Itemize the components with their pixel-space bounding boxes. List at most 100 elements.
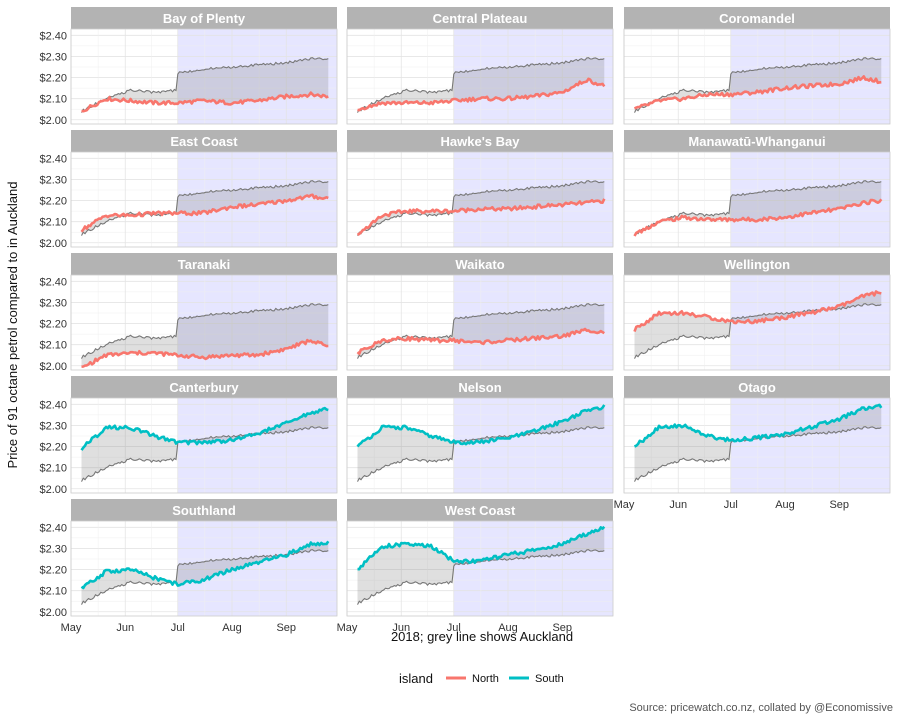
shaded-period	[730, 398, 890, 493]
x-tick-label: Jun	[392, 622, 410, 634]
series-line-wellington	[633, 290, 882, 333]
x-tick-label: May	[614, 499, 635, 511]
y-tick-label: $2.30	[39, 51, 67, 63]
panel-background	[347, 521, 613, 616]
shaded-period	[177, 521, 337, 616]
strip-label-canterbury: Canterbury	[169, 380, 239, 395]
strip-hawke-s-bay	[347, 130, 613, 152]
panel-southland: Southland $2.00 $2.10 $2.20 $2.30 $2.40 May Jun…	[39, 499, 338, 634]
panel-taranaki: Taranaki $2.00 $2.10 $2.20 $2.30 $2.40	[39, 253, 338, 373]
series-line-manawat-whanganui	[633, 198, 883, 237]
difference-ribbon	[81, 180, 329, 236]
difference-ribbon	[634, 180, 882, 236]
strip-central-plateau	[347, 7, 613, 29]
y-tick-label: $2.20	[39, 73, 67, 85]
strip-manawat-whanganui	[624, 130, 890, 152]
difference-ribbon	[357, 57, 605, 113]
strip-label-taranaki: Taranaki	[178, 257, 231, 272]
y-tick-label: $2.20	[39, 196, 67, 208]
strip-label-east-coast: East Coast	[170, 134, 238, 149]
auckland-line	[634, 57, 882, 113]
strip-bay-of-plenty	[71, 7, 337, 29]
series-line-waikato	[356, 327, 605, 356]
x-tick-label: Aug	[498, 622, 518, 634]
auckland-line	[81, 303, 329, 359]
panel-background	[347, 275, 613, 370]
shaded-period	[453, 29, 613, 124]
series-line-nelson	[356, 404, 606, 448]
panel-coromandel: Coromandel	[623, 7, 891, 125]
difference-ribbon	[634, 291, 882, 359]
series-line-coromandel	[633, 75, 882, 110]
shaded-period	[730, 152, 890, 247]
difference-ribbon	[357, 180, 605, 236]
panel-border	[623, 274, 891, 371]
y-tick-label: $2.10	[39, 340, 67, 352]
y-tick-label: $2.20	[39, 565, 67, 577]
y-tick-label: $2.10	[39, 94, 67, 106]
difference-ribbon	[357, 303, 605, 359]
shaded-period	[453, 398, 613, 493]
panel-border	[70, 274, 338, 371]
auckland-line	[357, 303, 605, 359]
x-tick-label: Jul	[724, 499, 738, 511]
strip-label-otago: Otago	[738, 380, 776, 395]
series-line-taranaki	[81, 338, 329, 368]
y-tick-label: $2.10	[39, 217, 67, 229]
panel-background	[624, 29, 890, 124]
y-tick-label: $2.40	[39, 522, 67, 534]
x-tick-label: Jun	[116, 622, 134, 634]
legend-south-label: South	[535, 673, 564, 685]
strip-coromandel	[624, 7, 890, 29]
panel-background	[347, 29, 613, 124]
panel-background	[624, 152, 890, 247]
strip-waikato	[347, 253, 613, 275]
difference-ribbon	[634, 57, 882, 113]
legend: island North South	[399, 671, 564, 686]
series-line-west-coast	[357, 525, 606, 571]
panel-east-coast: East Coast $2.00 $2.10 $2.20 $2.30 $2.40	[39, 130, 338, 250]
panel-border	[623, 151, 891, 248]
panel-border	[70, 151, 338, 248]
strip-west-coast	[347, 499, 613, 521]
panel-background	[624, 398, 890, 493]
panel-background	[347, 152, 613, 247]
x-tick-label: Jun	[669, 499, 687, 511]
y-tick-label: $2.00	[39, 484, 67, 496]
panel-background	[347, 398, 613, 493]
auckland-line	[634, 426, 882, 482]
strip-otago	[624, 376, 890, 398]
panel-border	[346, 397, 614, 494]
difference-ribbon	[357, 404, 605, 482]
difference-ribbon	[81, 541, 329, 605]
series-line-bay-of-plenty	[81, 91, 329, 113]
difference-ribbon	[357, 526, 605, 605]
x-tick-label: Jul	[447, 622, 461, 634]
auckland-line	[634, 180, 882, 236]
strip-label-central-plateau: Central Plateau	[433, 11, 528, 26]
strip-label-coromandel: Coromandel	[719, 11, 795, 26]
strip-wellington	[624, 253, 890, 275]
auckland-line	[357, 549, 605, 605]
auckland-line	[357, 426, 605, 482]
panel-border	[623, 28, 891, 125]
strip-label-southland: Southland	[172, 503, 236, 518]
difference-ribbon	[81, 303, 329, 367]
auckland-line	[357, 57, 605, 113]
y-tick-label: $2.00	[39, 115, 67, 127]
series-line-central-plateau	[357, 77, 606, 112]
strip-label-manawat-whanganui: Manawatū-Whanganui	[688, 134, 825, 149]
panel-canterbury: Canterbury $2.00 $2.10 $2.20 $2.30 $2.40	[39, 376, 338, 496]
auckland-line	[357, 180, 605, 236]
panel-wellington: Wellington	[623, 253, 891, 371]
y-tick-label: $2.00	[39, 361, 67, 373]
auckland-line	[81, 57, 329, 113]
y-tick-label: $2.00	[39, 607, 67, 619]
panel-nelson: Nelson	[346, 376, 614, 494]
panel-background	[71, 521, 337, 616]
y-tick-label: $2.10	[39, 586, 67, 598]
panel-otago: Otago May Jun Jul Aug Sep	[614, 376, 891, 511]
panel-central-plateau: Central Plateau	[346, 7, 614, 125]
strip-label-hawke-s-bay: Hawke's Bay	[441, 134, 521, 149]
x-tick-label: May	[61, 622, 82, 634]
